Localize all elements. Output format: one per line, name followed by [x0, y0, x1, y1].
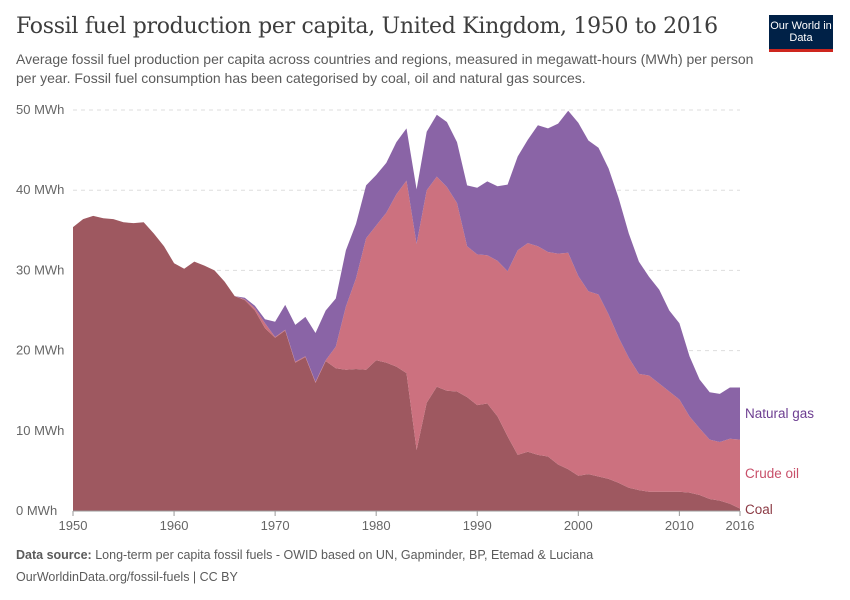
areas [73, 110, 740, 511]
area-natural-gas[interactable] [73, 110, 740, 443]
legend-label: Natural gas [745, 406, 814, 421]
x-tick-label: 2010 [665, 518, 694, 533]
legend-label: Crude oil [745, 466, 799, 481]
x-tick-label: 1990 [463, 518, 492, 533]
chart-subtitle: Average fossil fuel production per capit… [16, 51, 754, 86]
legend: Coal Crude oil Natural gas [745, 406, 814, 517]
y-axis: 0 MWh 10 MWh 20 MWh 30 MWh 40 MWh 50 MWh [16, 102, 64, 518]
area-crude-oil[interactable] [73, 176, 740, 509]
x-tick-label: 2016 [726, 518, 755, 533]
area-coal[interactable] [73, 215, 740, 511]
x-tick-label: 1950 [59, 518, 88, 533]
owid-logo[interactable]: Our World in Data [769, 15, 833, 52]
x-tick-label: 1970 [261, 518, 290, 533]
y-tick-label: 40 MWh [16, 182, 64, 197]
y-tick-label: 20 MWh [16, 343, 64, 358]
x-axis: 1950 1960 1970 1980 1990 2000 2010 2016 [59, 510, 755, 533]
y-tick-label: 10 MWh [16, 423, 64, 438]
chart-title: Fossil fuel production per capita, Unite… [16, 14, 718, 39]
source-text: Long-term per capita fossil fuels - OWID… [95, 548, 594, 562]
y-tick-label: 30 MWh [16, 262, 64, 277]
y-tick-label: 50 MWh [16, 102, 64, 117]
x-tick-label: 1960 [160, 518, 189, 533]
legend-label: Coal [745, 502, 773, 517]
x-tick-label: 2000 [564, 518, 593, 533]
footer-link[interactable]: OurWorldinData.org/fossil-fuels | CC BY [16, 570, 238, 584]
y-tick-label: 0 MWh [16, 503, 57, 518]
x-tick-label: 1980 [362, 518, 391, 533]
data-source: Data source: Long-term per capita fossil… [16, 548, 593, 562]
source-label: Data source: [16, 548, 92, 562]
